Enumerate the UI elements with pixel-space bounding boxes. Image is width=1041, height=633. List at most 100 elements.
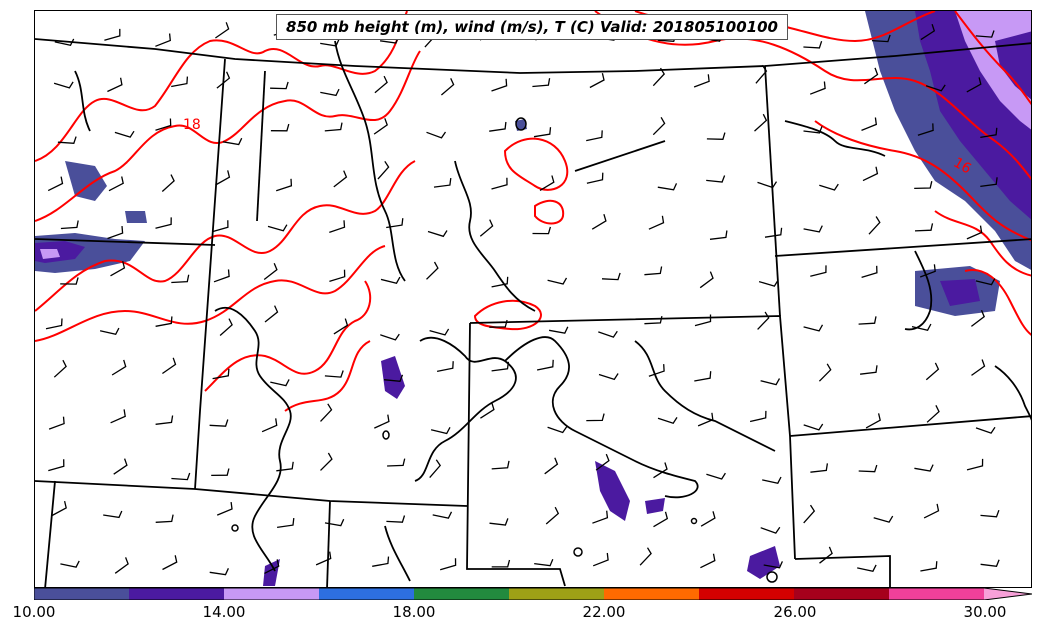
wind-barb <box>861 265 878 279</box>
wind-barb <box>60 277 79 285</box>
wind-barb <box>53 359 67 378</box>
wind-barb <box>644 266 663 276</box>
wind-barb <box>377 160 390 180</box>
wind-barb <box>699 271 714 289</box>
wind-barb <box>436 361 454 373</box>
colorbar-segment <box>34 588 130 600</box>
wind-barb <box>108 176 124 192</box>
wind-barb <box>489 319 508 328</box>
wind-barb <box>373 118 388 135</box>
wind-shade-northwest-small <box>125 211 147 223</box>
wind-barb <box>533 127 552 138</box>
wind-shade-southwest <box>263 559 280 586</box>
wind-barb <box>430 426 451 435</box>
wind-barb <box>103 510 123 519</box>
wind-barb <box>429 459 442 479</box>
wind-barb <box>107 77 123 93</box>
wind-barb <box>320 88 340 97</box>
wind-barb <box>861 117 878 132</box>
wind-barb <box>595 453 610 471</box>
wind-barb <box>155 316 173 327</box>
terrain-line <box>904 250 933 331</box>
wind-barb <box>212 368 230 380</box>
wind-barb <box>586 130 603 142</box>
wind-barb <box>589 73 605 89</box>
lake-outline <box>515 117 527 131</box>
wind-barb <box>926 405 940 423</box>
wind-barb <box>47 176 64 192</box>
wind-barb <box>639 547 652 566</box>
wind-barb <box>819 183 839 191</box>
wind-barb <box>592 552 609 567</box>
wind-barb <box>657 417 678 424</box>
terrain-line <box>504 336 699 499</box>
wind-barb <box>374 414 390 429</box>
wind-shade-northwest <box>65 161 107 201</box>
wind-barb <box>920 561 938 572</box>
wind-barb <box>601 272 621 281</box>
wind-barb <box>277 518 295 529</box>
wind-barb <box>757 311 770 330</box>
wind-barb <box>700 553 716 569</box>
wind-barb <box>758 279 779 287</box>
wind-barb <box>386 515 406 523</box>
wind-barb <box>810 265 827 277</box>
wind-barb <box>216 71 231 89</box>
wind-barb <box>440 78 455 96</box>
wind-barb <box>171 76 189 88</box>
wind-barb <box>920 23 936 41</box>
wind-barb <box>491 78 508 92</box>
state-border <box>764 65 781 317</box>
wind-barb <box>860 365 878 375</box>
wind-barb <box>161 174 175 192</box>
temp-contour <box>594 11 1031 181</box>
wind-barb <box>60 560 80 568</box>
terrain-line <box>384 525 411 582</box>
wind-barb <box>427 230 448 238</box>
wind-barb <box>980 509 1000 518</box>
wind-barb <box>386 218 404 229</box>
wind-barb <box>760 526 781 534</box>
wind-barb <box>652 67 666 87</box>
contour-label: 16 <box>950 155 974 178</box>
wind-barb <box>329 220 346 234</box>
wind-barb <box>693 74 710 88</box>
state-border <box>35 38 1031 74</box>
temp-contour <box>35 11 408 162</box>
wind-shade-east-core <box>940 279 980 306</box>
state-border <box>194 58 226 490</box>
wind-barb <box>548 326 569 334</box>
state-border <box>469 315 796 560</box>
wind-barb <box>380 333 400 341</box>
wind-barb <box>171 274 190 284</box>
wind-barb <box>803 324 824 332</box>
map-title: 850 mb height (m), wind (m/s), T (C) Val… <box>276 14 788 40</box>
colorbar-tick-label: 18.00 <box>392 603 436 621</box>
wind-barb <box>489 518 509 526</box>
wind-barb <box>652 116 666 136</box>
wind-barb <box>440 558 457 571</box>
temp-contour <box>954 11 1031 106</box>
temp-contour <box>964 269 1031 336</box>
wind-barb <box>433 178 452 188</box>
wind-barb <box>754 113 768 132</box>
wind-barb <box>975 278 996 286</box>
wind-barb <box>107 226 124 240</box>
colorbar-segment <box>129 588 225 600</box>
temp-contour <box>35 160 416 312</box>
wind-barb <box>545 506 560 525</box>
wind-barb <box>429 328 450 336</box>
wind-barb <box>980 177 998 188</box>
wind-barb <box>222 137 243 146</box>
wind-barb <box>818 363 832 382</box>
wind-barb <box>315 551 332 566</box>
wind-barb <box>264 305 279 323</box>
wind-barb <box>865 413 881 429</box>
colorbar-tick-label: 26.00 <box>773 603 817 621</box>
terrain-line <box>214 306 292 572</box>
wind-barb <box>858 316 877 325</box>
wind-barb <box>532 78 551 88</box>
colorbar <box>34 588 1032 600</box>
lake-outline <box>382 430 390 440</box>
wind-barb <box>971 309 985 327</box>
